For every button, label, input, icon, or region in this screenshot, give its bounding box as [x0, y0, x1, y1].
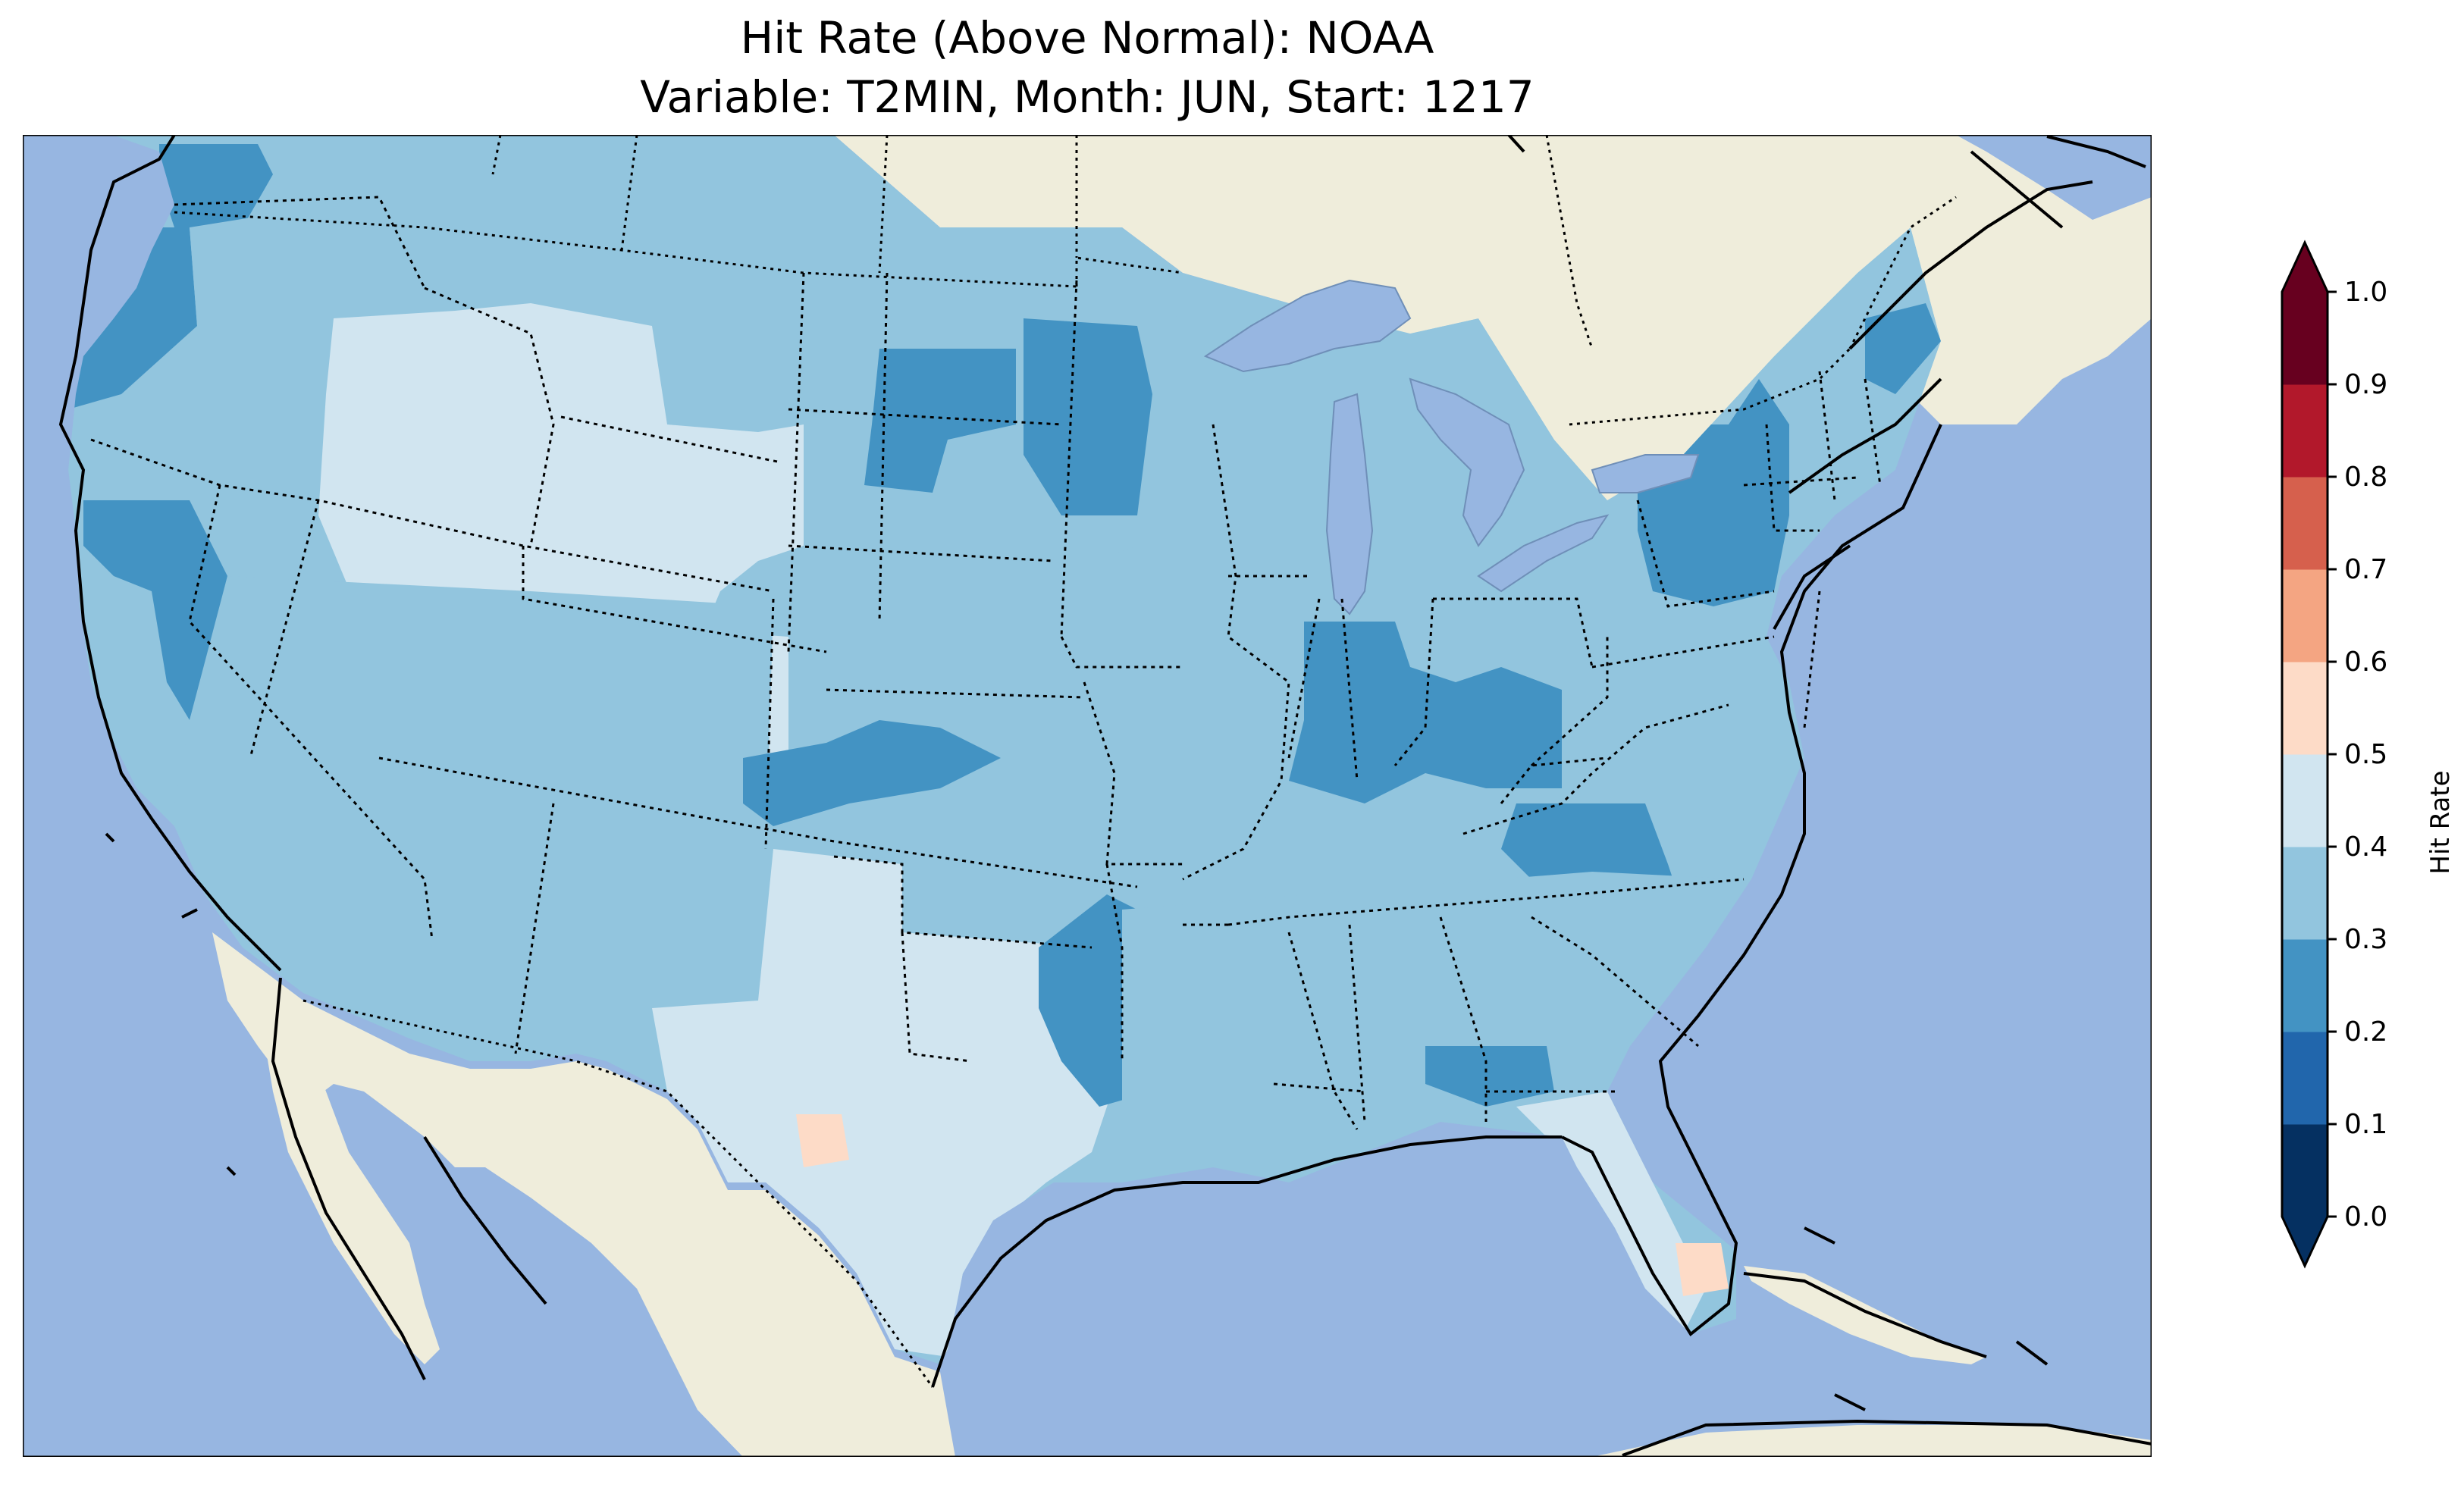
region-south-florida: [1676, 1243, 1729, 1296]
colorbar-tick-label: 0.8: [2344, 462, 2387, 493]
colorbar-bin: [2282, 1032, 2328, 1125]
colorbar-bin: [2282, 939, 2328, 1032]
colorbar-label: Hit Rate: [2425, 770, 2456, 874]
great-lakes: [1203, 279, 1700, 615]
south-america-land: [1592, 1425, 2152, 1457]
colorbar-bin: [2282, 384, 2328, 478]
national-borders: [174, 135, 1957, 1388]
colorbar-tick-label: 0.3: [2344, 924, 2387, 955]
map: [23, 135, 2152, 1457]
colorbar-tick-label: 0.2: [2344, 1016, 2387, 1048]
region-indiana-ohio-valley: [1289, 622, 1562, 803]
colorbar: 0.0 0.1 0.2 0.3 0.4 0.5 0.6 0.7 0.8 0.9 1.0 Hit Ra…: [2281, 240, 2456, 1269]
colorbar-extend-under: [2282, 1217, 2328, 1266]
colorbar-tick-label: 1.0: [2344, 277, 2387, 308]
region-north-dakota-central: [864, 349, 1016, 493]
lake-michigan: [1325, 393, 1374, 615]
colorbar-bin: [2282, 847, 2328, 940]
baja-land: [265, 985, 440, 1364]
lake-ontario: [1591, 454, 1700, 493]
region-texas-hill-country: [796, 1114, 849, 1167]
lake-erie: [1477, 514, 1610, 593]
colorbar-bin: [2282, 662, 2328, 755]
colorbar-bin: [2282, 754, 2328, 847]
colorbar-bin: [2282, 292, 2328, 385]
colorbar-tick-label: 0.5: [2344, 739, 2387, 770]
colorbar-tick-label: 0.1: [2344, 1109, 2387, 1140]
colorbar-tick-label: 0.6: [2344, 647, 2387, 678]
region-puget-sound: [159, 144, 273, 227]
colorbar-tick-label: 0.4: [2344, 832, 2387, 863]
title-line-1: Hit Rate (Above Normal): NOAA: [741, 12, 1434, 64]
region-northern-california: [83, 500, 227, 720]
colorbar-bin: [2282, 477, 2328, 570]
colorbar-ticks: 0.0 0.1 0.2 0.3 0.4 0.5 0.6 0.7 0.8 0.9 1.0: [2328, 277, 2387, 1232]
title-line-2: Variable: T2MIN, Month: JUN, Start: 1217: [640, 71, 1534, 123]
colorbar-bin: [2282, 1124, 2328, 1217]
lake-superior: [1203, 279, 1412, 373]
cuba-land: [1744, 1266, 1986, 1364]
lake-huron: [1409, 377, 1525, 547]
colorbar-bins: [2282, 292, 2328, 1217]
canada-land: [174, 135, 2152, 515]
state-borders: [90, 196, 1882, 1130]
heatmap-regions: [68, 144, 1941, 1357]
colorbar-tick-label: 0.9: [2344, 369, 2387, 400]
coastlines: [58, 135, 2152, 1457]
colorbar-bin: [2282, 569, 2328, 662]
mexico-land: [212, 932, 955, 1457]
region-maine-nh-coast: [1865, 303, 1941, 394]
colorbar-extend-over: [2282, 243, 2328, 292]
colorbar-tick-label: 0.7: [2344, 554, 2387, 585]
region-kansas: [743, 720, 1001, 826]
region-minnesota-west: [1024, 318, 1152, 515]
colorbar-tick-label: 0.0: [2344, 1201, 2387, 1232]
region-texas: [652, 849, 1122, 1357]
